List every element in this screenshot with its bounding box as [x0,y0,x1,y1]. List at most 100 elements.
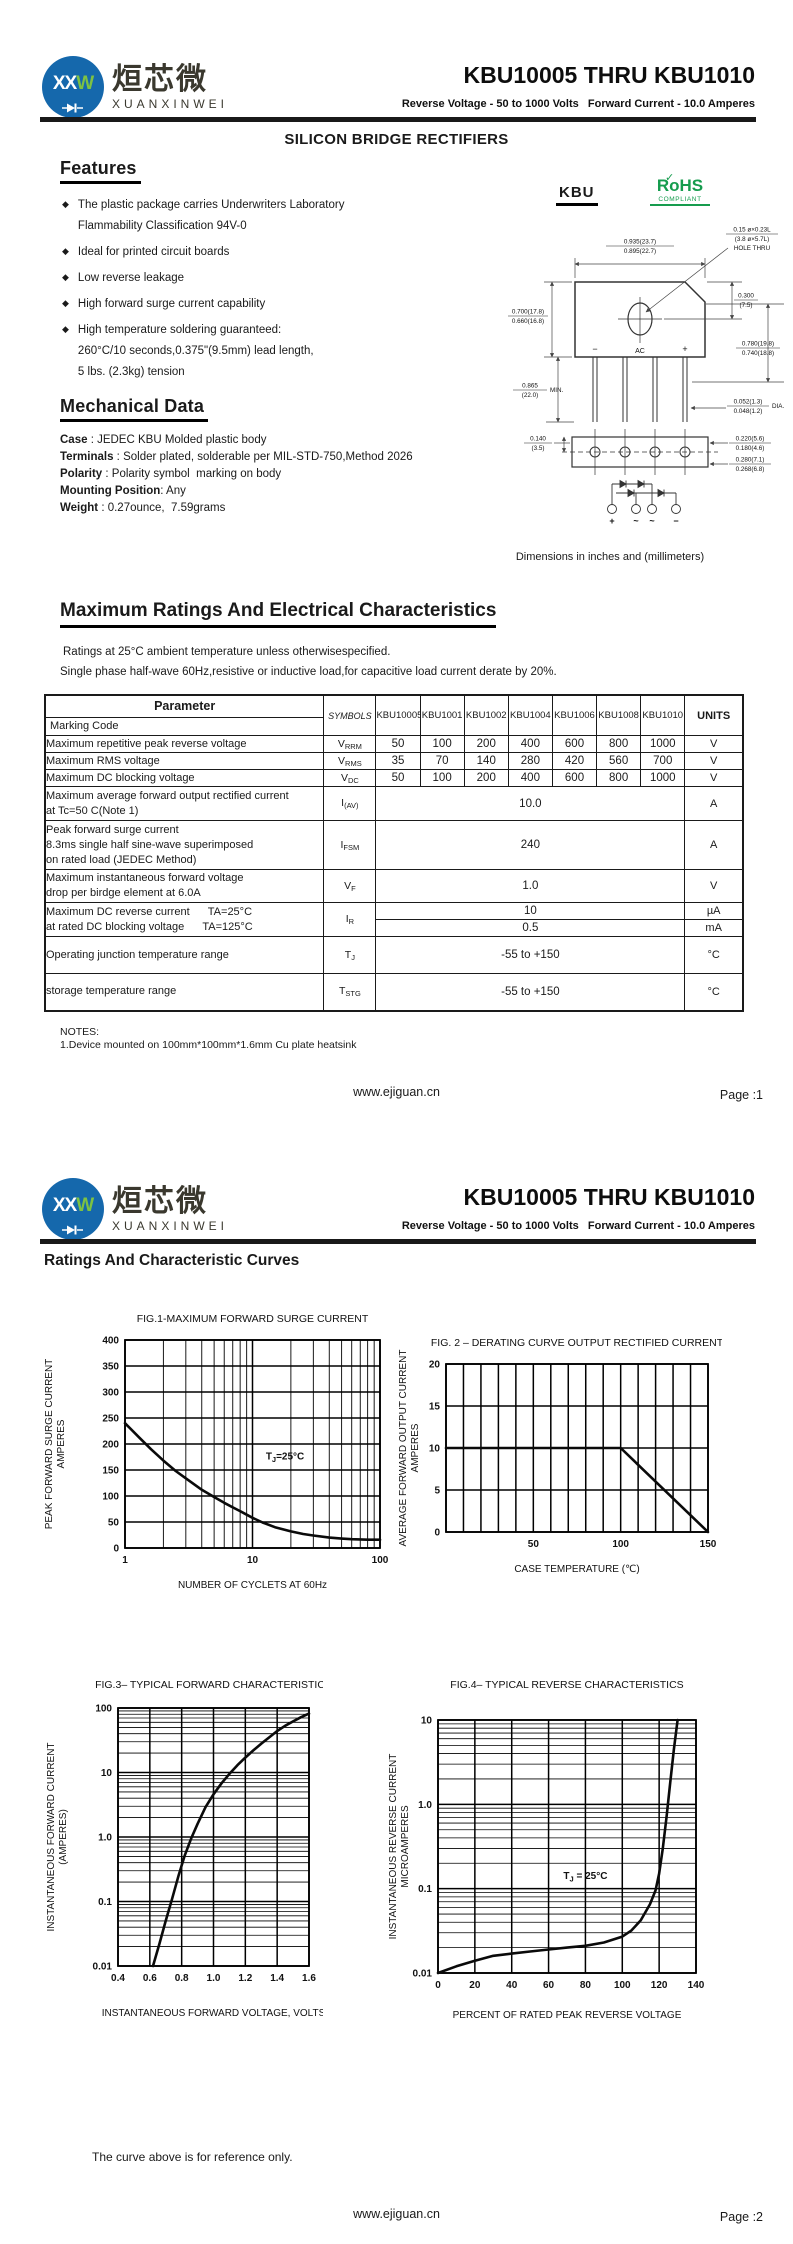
model-header-cell: KBU1001 [419,694,465,736]
value-cell: 100 [419,769,465,787]
dim-text: (7.5) [740,302,753,309]
chart-annotation: TJ = 25°C [563,1871,607,1884]
mech-row: Polarity : Polarity symbol marking on bo… [60,468,282,480]
x-axis-label: CASE TEMPERATURE (℃) [514,1564,639,1575]
dimension-labels: 0.935(23.7) 0.895(22.7) 0.15 ø×0.23L (3.8 ø… [508,227,784,473]
value-cell: 400 [507,735,553,753]
table-row: storage temperature range TSTG -55 to +150… [44,973,744,1011]
value-cell: 280 [507,752,553,770]
company-name-cn: 烜芯微 [112,1184,208,1218]
fig4-reverse-characteristics-chart: 0 20 40 60 80 100 120 140 0.01 0.1 1.0 10 FIG.4– TYP… [384,1664,710,2035]
unit-cell: °C [684,936,744,974]
parameter-cell: storage temperature range [44,973,325,1011]
value-cell: 50 [375,735,421,753]
diode-icon [62,1225,83,1235]
value-cell: 800 [596,735,642,753]
chart-title: FIG.3– TYPICAL FORWARD CHARACTERISTICS [95,1679,323,1691]
table-header-row: Parameter Marking Code SYMBOLS KBU10005 KBU1… [44,694,744,736]
ratings-intro-line1: Ratings at 25°C ambient temperature unle… [63,646,391,658]
y-tick-label: 100 [95,1704,112,1715]
y-tick-label: 100 [102,1492,119,1503]
parameter-cell: Operating junction temperature range [44,936,325,974]
x-tick-label: 10 [247,1555,259,1566]
mechanical-data-section: Mechanical Data Case : JEDEC KBU Molded … [60,396,540,517]
package-bottom-view [562,429,718,475]
value-cell: 560 [596,752,642,770]
value-cell: 420 [551,752,598,770]
terminal-plus-label: + [682,344,687,354]
y-tick-label: 0.01 [93,1962,113,1973]
y-tick-label: 0 [113,1544,119,1555]
x-tick-label: 140 [688,1980,705,1991]
dim-text: 0.180(4.6) [736,445,765,452]
model-header-cell: KBU1006 [551,694,598,736]
fig3-forward-characteristics-chart: 0.4 0.6 0.8 1.0 1.2 1.4 1.6 0.01 0.1 1.0 10 100 FIG.… [42,1664,332,2033]
dim-text: 0.935(23.7) [624,239,656,246]
symbol-cell: TSTG [323,973,377,1011]
model-header-cell: KBU1002 [463,694,509,736]
ratings-intro-line2: Single phase half-wave 60Hz,resistive or… [60,666,557,678]
parameter-cell: Maximum instantaneous forward voltage dro… [44,869,325,903]
feature-text: Low reverse leakage [77,272,185,284]
table-row: Maximum DC reverse current TA=25°C at rat… [44,902,744,937]
package-name-label: KBU [556,184,598,206]
feature-item: ◆ Low reverse leakage [60,268,400,289]
x-axis-label: PERCENT OF RATED PEAK REVERSE VOLTAGE [453,2010,682,2021]
ratings-subtitle: Reverse Voltage - 50 to 1000 Volts Forwa… [401,98,755,110]
value-span-cell: 10.0 [375,786,686,821]
feature-item: ◆ Ideal for printed circuit boards [60,242,400,263]
symbol-cell: IFSM [323,820,377,870]
value-span-cell: 1.0 [375,869,686,903]
x-tick-label: 1.0 [207,1973,221,1984]
fig2-derating-chart: 50 100 150 0 5 10 15 20 FIG. 2 – DERATING CURVE … [394,1328,724,1589]
rohs-badge: ✓ RoHS COMPLIANT [650,172,710,206]
value-cell: 140 [463,752,509,770]
feature-item: ◆ The plastic package carries Underwriter… [60,195,400,237]
fig1-series-surge-current [123,1421,382,1541]
dim-text: (3.5) [532,445,545,452]
feature-text: The plastic package carries Underwriters… [77,199,345,232]
header-divider [40,1239,756,1244]
y-tick-label: 0.01 [413,1969,433,1980]
x-tick-label: 0.6 [143,1973,157,1984]
unit-cell: V [684,735,744,753]
dim-text: 0.700(17.8) [512,309,544,316]
y-tick-label: 50 [108,1518,120,1529]
parameter-cell: Maximum repetitive peak reverse voltage [44,735,325,753]
dim-text: 0.220(5.6) [736,436,765,443]
y-axis-label: INSTANTANEOUS FORWARD CURRENT(AMPERES) [46,1742,69,1931]
symbols-header-cell: SYMBOLS [323,694,377,736]
dim-text: 0.865 [522,383,538,390]
fig3-svg: 0.4 0.6 0.8 1.0 1.2 1.4 1.6 0.01 0.1 1.0 10 100 FIG.… [46,1679,332,2019]
terminal-minus-label: − [592,344,597,354]
fig2-series-derating [444,1446,710,1534]
table-row: Peak forward surge current 8.3ms single h… [44,820,744,870]
y-tick-label: 10 [101,1768,113,1779]
chart-title: FIG. 2 – DERATING CURVE OUTPUT RECTIFIED… [431,1337,722,1349]
y-tick-label: 5 [434,1486,440,1497]
fig4-svg: 0 20 40 60 80 100 120 140 0.01 0.1 1.0 10 FIG.4– TYP… [388,1679,705,2021]
symbol-cell: I(AV) [323,786,377,821]
pin-symbol-label: + [609,516,614,526]
y-tick-label: 0.1 [418,1884,432,1895]
package-front-view [574,281,706,422]
fig2-svg: 50 100 150 0 5 10 15 20 FIG. 2 – DERATING CURVE … [398,1337,724,1575]
table-row: Maximum average forward output rectified… [44,786,744,821]
footer-website: www.ejiguan.cn [353,1085,440,1099]
company-logo: XXW 烜芯微 XUANXINWEI [42,56,228,118]
logo-mark: XXW [52,1195,94,1216]
y-axis-label: INSTANTANEOUS REVERSE CURRENTMICROAMPERE… [388,1754,411,1940]
y-tick-label: 20 [429,1360,441,1371]
y-axis-label: AVERAGE FORWARD OUTPUT CURRENTAMPERES [398,1350,421,1547]
value-cell: 700 [640,752,686,770]
mech-row: Weight : 0.27ounce, 7.59grams [60,502,226,514]
feature-text: High temperature soldering guaranteed: 26… [77,324,314,378]
dim-text: HOLE THRU [734,245,771,252]
model-header-cell: KBU1010 [640,694,686,736]
ratings-subtitle: Reverse Voltage - 50 to 1000 Volts Forwa… [401,1220,755,1232]
part-number-title: KBU10005 THRU KBU1010 [463,1184,755,1210]
chart-title: FIG.1-MAXIMUM FORWARD SURGE CURRENT [137,1313,369,1325]
features-section: Features ◆ The plastic package carries Un… [60,158,400,383]
dim-text: 0.140 [530,436,546,443]
package-leads [592,357,688,422]
